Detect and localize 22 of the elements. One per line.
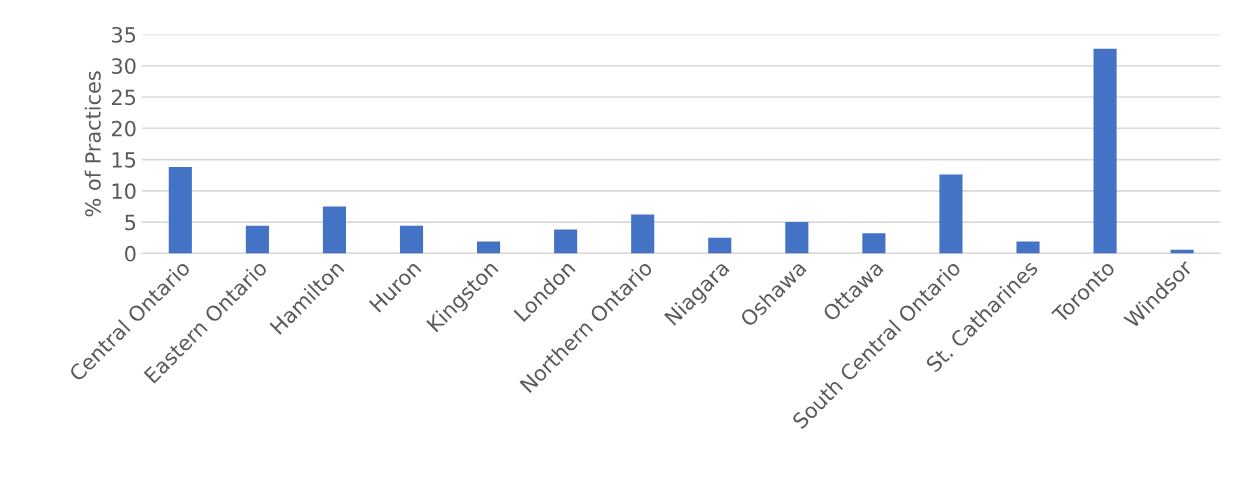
- bar: [168, 167, 192, 254]
- y-tick-label: 10: [112, 183, 136, 200]
- y-axis-title: % of Practices: [84, 71, 101, 217]
- bar: [862, 233, 886, 254]
- bar: [939, 174, 963, 254]
- y-tick-label: 25: [111, 89, 136, 106]
- bar: [245, 225, 269, 254]
- bar: [631, 214, 655, 254]
- y-tick-label: 0: [125, 245, 136, 262]
- bar: [785, 222, 809, 254]
- bar: [399, 225, 424, 254]
- bar: [1093, 48, 1117, 254]
- y-tick-label: 20: [111, 120, 136, 137]
- y-tick-label: 15: [112, 152, 136, 168]
- bar: [322, 206, 347, 254]
- bar: [1016, 241, 1040, 254]
- y-tick-label: 35: [112, 26, 136, 43]
- y-tick-label: 5: [125, 214, 136, 231]
- bar: [554, 229, 578, 254]
- bar: [477, 241, 501, 254]
- y-tick-label: 30: [112, 58, 136, 74]
- bar: [708, 237, 732, 254]
